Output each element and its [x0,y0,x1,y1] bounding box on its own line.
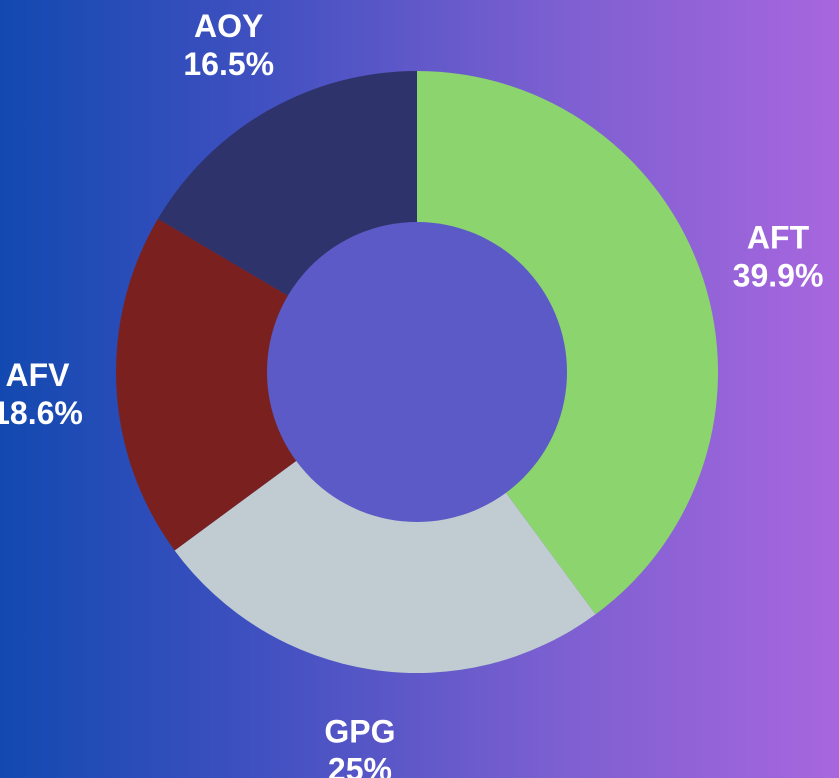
slice-label-afv: AFV 18.6% [0,357,83,431]
slice-name: AFV [5,357,70,393]
slice-gpg [174,372,596,673]
slice-label-aoy: AOY 16.5% [183,8,274,82]
slice-percent: 39.9% [733,257,824,293]
slice-afv [116,218,417,551]
slice-name: GPG [324,714,395,750]
slice-percent: 25% [328,752,392,778]
donut-hole [267,222,567,522]
slice-label-aft: AFT 39.9% [733,219,824,293]
slice-label-gpg: GPG 25% [324,714,395,778]
labels-group: AFT 39.9% GPG 25% AFV 18.6% AOY 16.5% [0,8,823,778]
slice-percent: 16.5% [183,46,274,82]
slice-aft [417,71,718,615]
slice-percent: 18.6% [0,395,83,431]
slice-name: AFT [747,219,810,255]
slice-name: AOY [194,8,263,44]
